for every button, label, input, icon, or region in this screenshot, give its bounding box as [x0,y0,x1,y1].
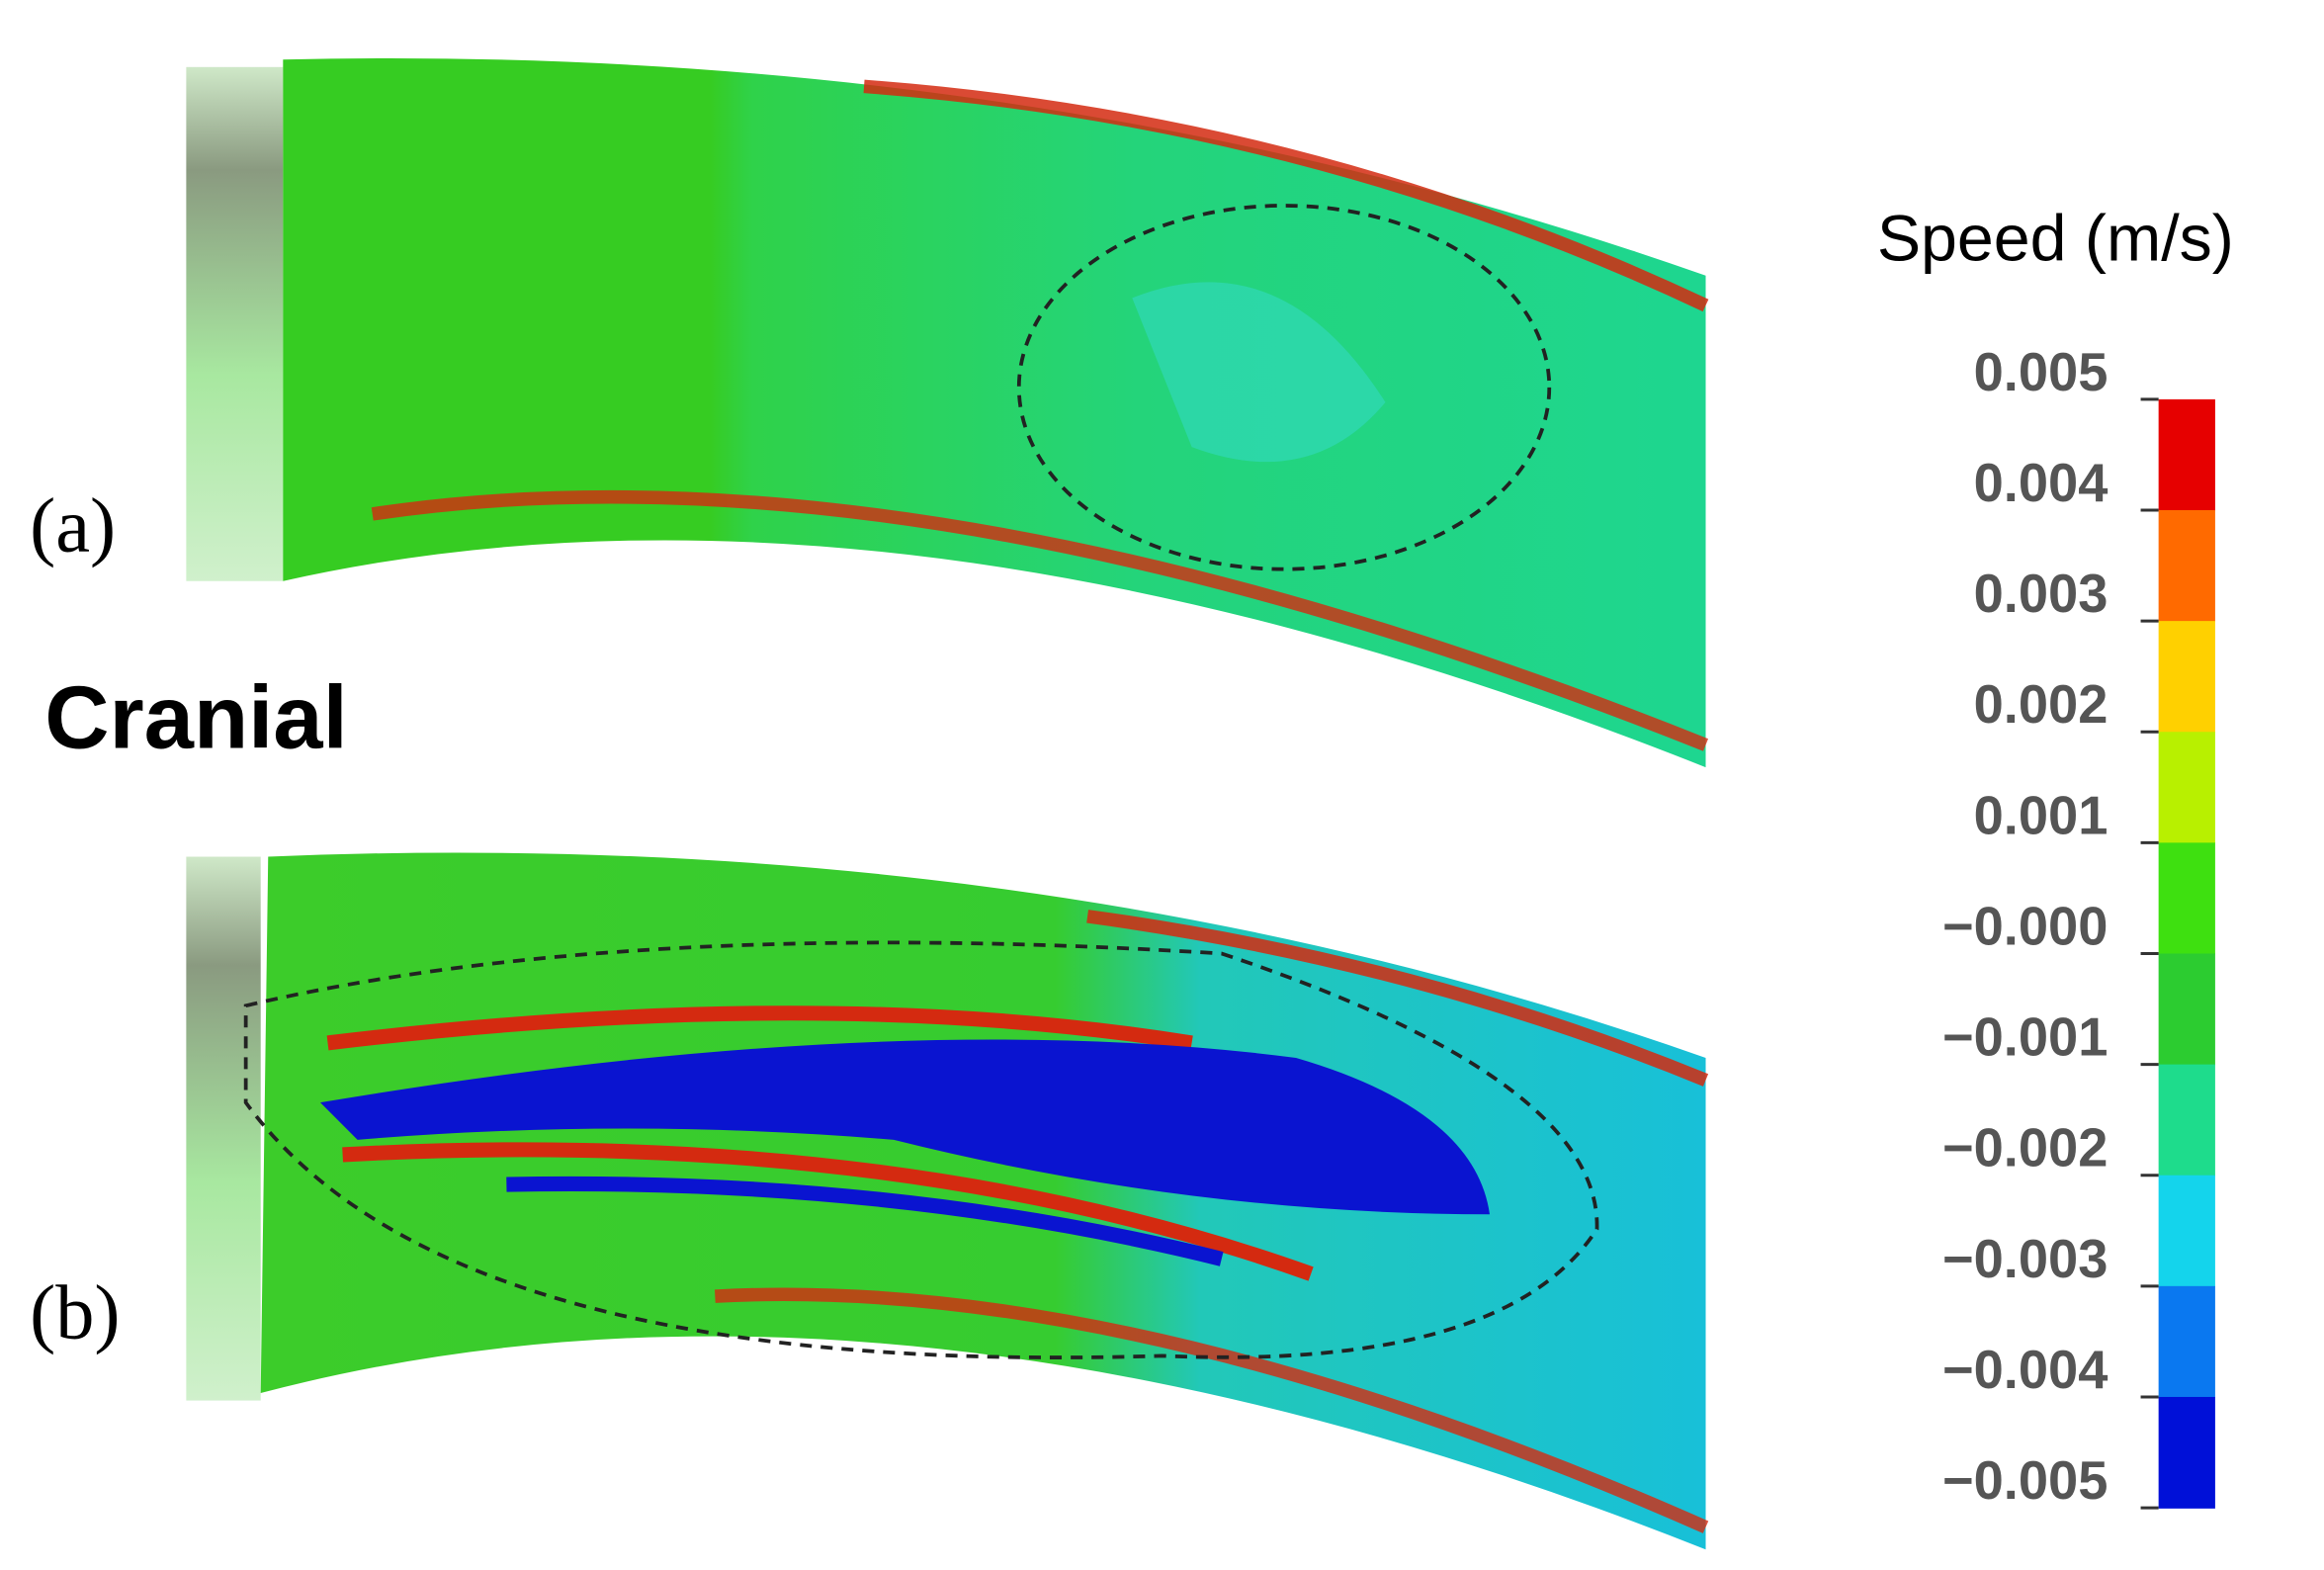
color-band [2158,509,2215,622]
stripe [714,1287,1709,1533]
color-band [2158,1285,2215,1398]
tick-label: −0.005 [1942,1451,2108,1511]
region [320,1039,1490,1215]
stripe [371,489,1709,751]
cap [186,66,284,581]
color-band [2158,732,2215,844]
tissue [260,852,1706,1550]
stripe [326,1005,1193,1051]
tick-label: 0.003 [1974,565,2109,624]
tick-label: 0.004 [1974,454,2109,513]
colorbar: 0.005 0.004 0.003 0.002 0.001 −0.000 −0.001 −0.… [1942,343,2215,1511]
tick-label: 0.005 [1974,343,2109,402]
color-band [2158,621,2215,733]
tick-label: −0.003 [1942,1230,2108,1289]
stripe [342,1142,1314,1281]
tick-label: −0.004 [1942,1341,2108,1400]
stripe [506,1176,1224,1266]
color-band [2158,953,2215,1066]
tick-label: −0.001 [1942,1008,2108,1068]
color-band [2158,1064,2215,1177]
highlight [1016,204,1552,571]
tick-label: −0.000 [1942,897,2108,956]
stripe [863,79,1709,312]
tissue [283,57,1706,768]
color-band [2158,1396,2215,1509]
stripe [1086,910,1709,1087]
drawing: (a) (b) Cranial Speed (m/s) 0.0050.0040.… [30,57,2234,1550]
color-band [2158,398,2215,511]
colorbar-title: Speed (m/s) [1877,203,2234,276]
color-band [2158,1175,2215,1287]
color-band [2158,842,2215,955]
side-label: Cranial [44,668,348,768]
cap [186,856,261,1401]
panel-label: (a) [30,482,116,568]
highlight [243,940,1599,1359]
model-b [186,852,1709,1550]
panel-label: (b) [30,1268,120,1354]
tick-label: 0.002 [1974,675,2109,735]
model-a [186,57,1709,768]
region [1132,282,1386,463]
tick-label: −0.002 [1942,1119,2108,1178]
tick-label: 0.001 [1974,786,2109,845]
